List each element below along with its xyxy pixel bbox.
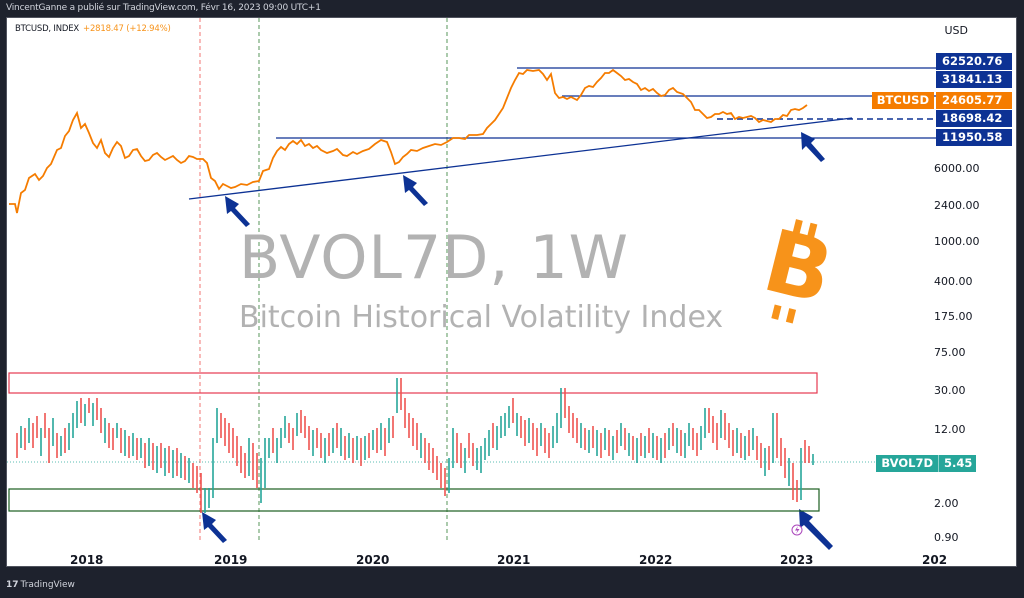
tradingview-logo[interactable]: 17 TradingView [6,580,75,590]
level-box-2: 31841.13 [936,71,1012,88]
symbol-name: BTCUSD, INDEX [15,24,80,34]
time-tick: 2018 [70,553,104,567]
time-tick: 2021 [497,553,531,567]
btcusd-tag: BTCUSD [871,92,934,109]
price-tick: 75.00 [934,346,966,359]
watermark-title: BVOL7D, 1W [239,223,629,293]
price-tick: 6000.00 [934,162,980,175]
symbol-legend: BTCUSD, INDEX +2818.47 (+12.94%) [15,24,171,34]
watermark-subtitle: Bitcoin Historical Volatility Index [239,300,724,335]
annotation-arrows [202,132,833,550]
resistance-zone [8,372,818,394]
tradingview-logo-text: TradingView [20,580,75,590]
price-tick: 2400.00 [934,199,980,212]
bvol-tag: BVOL7D [876,455,938,472]
tradingview-logo-icon: 17 [6,580,19,590]
time-tick: 202 [922,553,948,567]
time-tick: 2020 [356,553,390,567]
price-tick: 400.00 [934,275,973,288]
symbol-change: +2818.47 (+12.94%) [83,24,171,34]
level-box-5: 11950.58 [936,129,1012,146]
btcusd-last-price: 24605.77 [936,92,1012,109]
support-zone [8,488,820,512]
chart-canvas[interactable]: B [7,18,1017,567]
price-tick: 2.00 [934,497,959,510]
bvol-last-value: 5.45 [938,455,976,472]
time-tick: 2023 [780,553,814,567]
price-tick: 0.90 [934,531,959,544]
lightning-event-icon [791,524,803,536]
price-tick: 1000.00 [934,235,980,248]
btcusd-line [9,68,808,214]
price-tick: 175.00 [934,310,973,323]
level-box-1: 62520.76 [936,53,1012,70]
support-trendline [188,117,853,200]
price-tick: 30.00 [934,384,966,397]
bvol-candles [16,378,814,513]
bitcoin-logo-icon: B [754,211,842,324]
publish-attribution: VincentGanne a publié sur TradingView.co… [6,3,321,13]
level-box-4: 18698.42 [936,110,1012,127]
time-tick: 2019 [214,553,248,567]
price-tick: 12.00 [934,423,966,436]
currency-label: USD [944,24,968,37]
chart-panel[interactable]: B BTCUSD, INDEX +2818.47 (+12.94%) USD BV… [6,17,1017,567]
time-tick: 2022 [639,553,673,567]
